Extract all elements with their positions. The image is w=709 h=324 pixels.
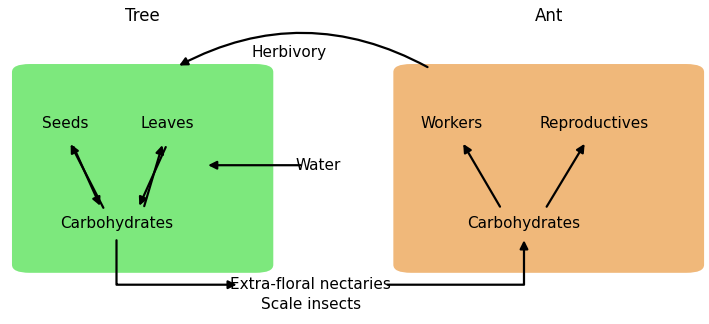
Text: Carbohydrates: Carbohydrates [467,215,581,231]
Text: Water: Water [295,158,340,173]
Text: Workers: Workers [421,116,483,131]
Text: Scale insects: Scale insects [261,297,361,312]
Text: Carbohydrates: Carbohydrates [60,215,173,231]
FancyBboxPatch shape [12,64,273,273]
Text: Reproductives: Reproductives [540,116,649,131]
Text: Seeds: Seeds [42,116,88,131]
Text: Ant: Ant [535,7,563,25]
Text: Leaves: Leaves [140,116,194,131]
Text: Tree: Tree [125,7,160,25]
Text: Herbivory: Herbivory [252,45,327,60]
Text: Extra-floral nectaries: Extra-floral nectaries [230,277,391,292]
FancyBboxPatch shape [393,64,704,273]
